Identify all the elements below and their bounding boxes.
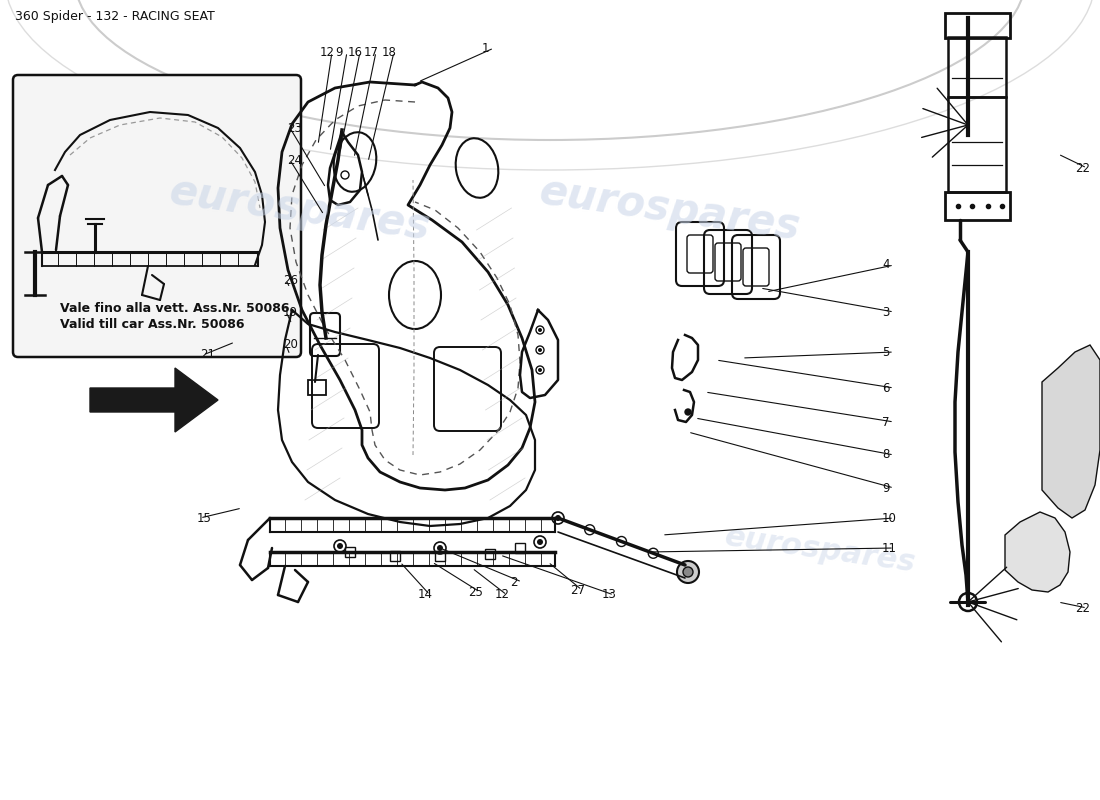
Bar bbox=[945, 192, 1010, 220]
Text: 18: 18 bbox=[382, 46, 397, 58]
Circle shape bbox=[676, 561, 698, 583]
Text: 10: 10 bbox=[882, 511, 896, 525]
Text: 2: 2 bbox=[510, 575, 517, 589]
Text: 27: 27 bbox=[570, 583, 585, 597]
Text: eurospares: eurospares bbox=[167, 171, 433, 249]
Bar bbox=[945, 13, 1010, 38]
Bar bbox=[485, 549, 495, 559]
Circle shape bbox=[538, 368, 542, 372]
Circle shape bbox=[556, 515, 561, 521]
Text: 9: 9 bbox=[336, 46, 342, 58]
Text: 22: 22 bbox=[1075, 602, 1090, 614]
Text: 20: 20 bbox=[283, 338, 298, 351]
Text: 360 Spider - 132 - RACING SEAT: 360 Spider - 132 - RACING SEAT bbox=[15, 10, 214, 23]
Bar bbox=[390, 551, 400, 561]
Circle shape bbox=[685, 409, 691, 415]
Text: 15: 15 bbox=[197, 511, 212, 525]
Text: 21: 21 bbox=[200, 349, 214, 362]
Bar bbox=[948, 97, 1006, 192]
Text: Vale fino alla vett. Ass.Nr. 50086: Vale fino alla vett. Ass.Nr. 50086 bbox=[60, 302, 289, 314]
Circle shape bbox=[537, 539, 543, 545]
Text: 6: 6 bbox=[882, 382, 890, 394]
Text: 8: 8 bbox=[882, 449, 890, 462]
Text: 26: 26 bbox=[283, 274, 298, 286]
Text: 3: 3 bbox=[882, 306, 890, 318]
Text: 24: 24 bbox=[287, 154, 303, 166]
Text: 12: 12 bbox=[495, 589, 510, 602]
Text: Valid till car Ass.Nr. 50086: Valid till car Ass.Nr. 50086 bbox=[60, 318, 244, 330]
Bar bbox=[948, 37, 1006, 97]
Bar bbox=[345, 547, 355, 557]
Text: 9: 9 bbox=[882, 482, 890, 494]
Text: 25: 25 bbox=[468, 586, 483, 598]
Text: 23: 23 bbox=[287, 122, 303, 134]
Text: eurospares: eurospares bbox=[537, 171, 803, 249]
Text: 5: 5 bbox=[882, 346, 890, 358]
Text: 22: 22 bbox=[1075, 162, 1090, 174]
FancyBboxPatch shape bbox=[13, 75, 301, 357]
Text: 1: 1 bbox=[482, 42, 490, 54]
Text: 13: 13 bbox=[602, 589, 617, 602]
Polygon shape bbox=[1005, 512, 1070, 592]
Text: 11: 11 bbox=[882, 542, 896, 554]
Text: 12: 12 bbox=[320, 46, 336, 58]
Text: 4: 4 bbox=[882, 258, 890, 271]
Polygon shape bbox=[1042, 345, 1100, 518]
Polygon shape bbox=[90, 368, 218, 432]
Text: 16: 16 bbox=[348, 46, 363, 58]
Bar bbox=[434, 551, 446, 561]
Bar bbox=[515, 543, 525, 553]
Text: 14: 14 bbox=[418, 589, 433, 602]
Circle shape bbox=[538, 348, 542, 352]
Text: 19: 19 bbox=[283, 306, 298, 318]
Text: 17: 17 bbox=[364, 46, 380, 58]
Bar bbox=[308, 380, 326, 395]
Circle shape bbox=[683, 567, 693, 577]
Circle shape bbox=[538, 328, 542, 332]
Text: eurospares: eurospares bbox=[723, 522, 917, 578]
Text: 7: 7 bbox=[882, 415, 890, 429]
Circle shape bbox=[337, 543, 343, 549]
Circle shape bbox=[437, 545, 443, 551]
